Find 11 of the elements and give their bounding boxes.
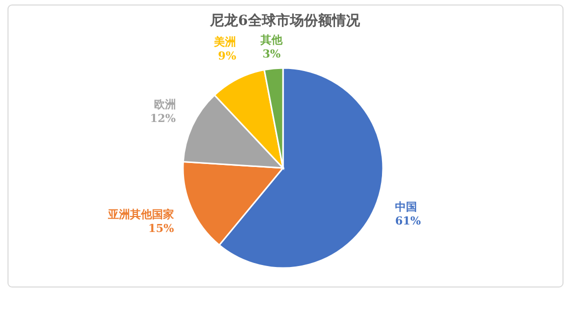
chart-title: 尼龙6全球市场份额情况 xyxy=(209,12,361,29)
data-label: 15% xyxy=(148,222,175,236)
slice-label: 亚洲其他国家 xyxy=(107,208,174,222)
data-label: 3% xyxy=(262,48,282,61)
slice-label: 欧洲 xyxy=(154,98,176,111)
data-label: 12% xyxy=(150,112,176,125)
data-label: 61% xyxy=(395,214,422,228)
slice-label: 美洲 xyxy=(213,36,236,49)
slice-label: 中国 xyxy=(395,200,418,214)
data-label: 9% xyxy=(218,50,237,63)
slice-label: 其他 xyxy=(260,34,284,47)
